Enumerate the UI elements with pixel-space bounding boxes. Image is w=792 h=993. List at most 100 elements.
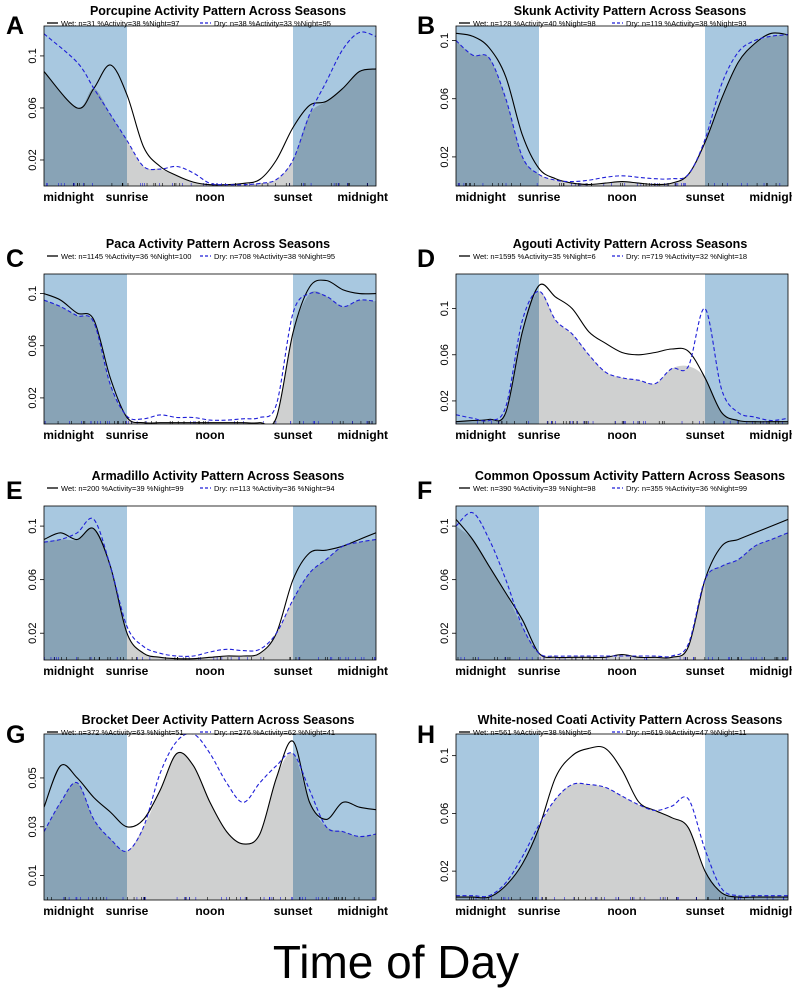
legend-dry-label: Dry: n=119 %Activity=38 %Night=93: [626, 19, 747, 28]
y-tick-label: 0.02: [439, 146, 451, 167]
x-tick-label: midnight: [455, 428, 506, 442]
plot-frame: [43, 505, 377, 661]
x-tick-label: sunset: [274, 190, 313, 204]
x-tick-label: midnight: [337, 190, 388, 204]
x-tick-label: noon: [195, 428, 224, 442]
legend-dry-label: Dry: n=355 %Activity=36 %Night=99: [626, 484, 747, 493]
legend-wet-label: Wet: n=1595 %Activity=35 %Night=6: [473, 252, 596, 261]
panel-letter: E: [6, 477, 23, 505]
legend-dry-label: Dry: n=276 %Activity=62 %Night=41: [214, 728, 335, 737]
y-tick-label: 0.1: [439, 518, 451, 533]
y-tick-label: 0.1: [439, 748, 451, 763]
x-tick-label: midnight: [749, 904, 792, 918]
x-tick-label: sunset: [274, 664, 313, 678]
panel-title: Agouti Activity Pattern Across Seasons: [513, 237, 748, 251]
night-shade-evening: [293, 274, 376, 424]
legend-dry-label: Dry: n=113 %Activity=36 %Night=94: [214, 484, 335, 493]
y-tick-label: 0.02: [439, 390, 451, 411]
x-tick-label: midnight: [337, 664, 388, 678]
x-tick-label: sunrise: [518, 904, 561, 918]
y-tick-label: 0.02: [27, 387, 39, 408]
figure-panels: A Porcupine Activity Pattern Across Seaso…: [6, 4, 792, 918]
panel-title: Brocket Deer Activity Pattern Across Sea…: [82, 713, 355, 727]
panel-letter: A: [6, 12, 24, 40]
rug-marks: [46, 183, 368, 186]
series-wet-line: [456, 283, 788, 423]
night-shade-morning: [456, 274, 539, 424]
chart-panel-e: E Armadillo Activity Pattern Across Seaso…: [6, 469, 388, 678]
x-tick-label: noon: [607, 190, 636, 204]
night-shade-evening: [293, 26, 376, 186]
chart-panel-d: D Agouti Activity Pattern Across SeasonsW…: [417, 237, 792, 442]
panel-title: Porcupine Activity Pattern Across Season…: [90, 4, 346, 18]
plot-frame: [43, 25, 377, 187]
night-shade-evening: [705, 274, 788, 424]
y-tick-label: 0.02: [439, 860, 451, 881]
series-dry-line: [44, 517, 376, 657]
chart-panel-a: A Porcupine Activity Pattern Across Seaso…: [6, 4, 388, 204]
x-tick-label: midnight: [455, 664, 506, 678]
series-wet-line: [44, 527, 376, 660]
x-tick-label: sunrise: [518, 664, 561, 678]
panel-letter: F: [417, 477, 432, 505]
x-tick-label: noon: [195, 190, 224, 204]
x-tick-label: noon: [607, 904, 636, 918]
night-shade-evening: [705, 734, 788, 900]
x-tick-label: midnight: [43, 428, 94, 442]
chart-panel-f: F Common Opossum Activity Pattern Across …: [417, 469, 792, 678]
x-tick-label: midnight: [337, 904, 388, 918]
legend-wet-label: Wet: n=1145 %Activity=36 %Night=100: [61, 252, 191, 261]
x-tick-label: midnight: [749, 190, 792, 204]
y-tick-label: 0.06: [27, 335, 39, 356]
y-tick-label: 0.06: [439, 569, 451, 590]
x-tick-label: midnight: [337, 428, 388, 442]
panel-letter: C: [6, 245, 24, 273]
panel-title: Paca Activity Pattern Across Seasons: [106, 237, 330, 251]
night-shade-morning: [44, 26, 127, 186]
series-dry-line: [456, 782, 788, 898]
panel-letter: B: [417, 12, 435, 40]
x-tick-label: sunset: [274, 904, 313, 918]
x-tick-label: noon: [195, 664, 224, 678]
series-dry-line: [456, 512, 788, 658]
y-tick-label: 0.1: [439, 33, 451, 48]
series-dry-line: [456, 34, 788, 183]
night-shade-evening: [705, 26, 788, 186]
x-tick-label: sunset: [274, 428, 313, 442]
rug-marks: [47, 897, 375, 900]
panel-title: White-nosed Coati Activity Pattern Acros…: [478, 713, 783, 727]
x-tick-label: midnight: [455, 904, 506, 918]
y-tick-label: 0.06: [439, 803, 451, 824]
y-tick-label: 0.06: [439, 344, 451, 365]
x-tick-label: noon: [195, 904, 224, 918]
x-tick-label: sunrise: [518, 428, 561, 442]
night-shade-morning: [44, 734, 127, 900]
series-dry-line: [44, 291, 376, 421]
legend-dry-label: Dry: n=619 %Activity=47 %Night=11: [626, 728, 747, 737]
x-tick-label: sunset: [686, 190, 725, 204]
y-tick-label: 0.06: [439, 88, 451, 109]
plot-frame: [455, 733, 789, 901]
series-wet-line: [456, 32, 788, 186]
x-tick-label: midnight: [455, 190, 506, 204]
y-tick-label: 0.01: [27, 865, 39, 886]
night-shade-morning: [456, 26, 539, 186]
legend-wet-label: Wet: n=200 %Activity=39 %Night=99: [61, 484, 184, 493]
panel-title: Common Opossum Activity Pattern Across S…: [475, 469, 785, 483]
legend-dry-label: Dry: n=38 %Activity=33 %Night=95: [214, 19, 331, 28]
y-tick-label: 0.06: [27, 97, 39, 118]
x-tick-label: sunrise: [106, 190, 149, 204]
night-shade-morning: [456, 506, 539, 660]
night-shade-evening: [293, 734, 376, 900]
legend-wet-label: Wet: n=390 %Activity=39 %Night=98: [473, 484, 596, 493]
night-shade-morning: [456, 734, 539, 900]
y-tick-label: 0.05: [27, 767, 39, 788]
global-x-axis-label: Time of Day: [272, 936, 520, 988]
x-tick-label: midnight: [749, 428, 792, 442]
plot-frame: [455, 273, 789, 425]
x-tick-label: sunrise: [518, 190, 561, 204]
panel-title: Skunk Activity Pattern Across Seasons: [514, 4, 747, 18]
series-wet-line: [44, 740, 376, 845]
x-tick-label: sunset: [686, 904, 725, 918]
night-shade-morning: [44, 274, 127, 424]
